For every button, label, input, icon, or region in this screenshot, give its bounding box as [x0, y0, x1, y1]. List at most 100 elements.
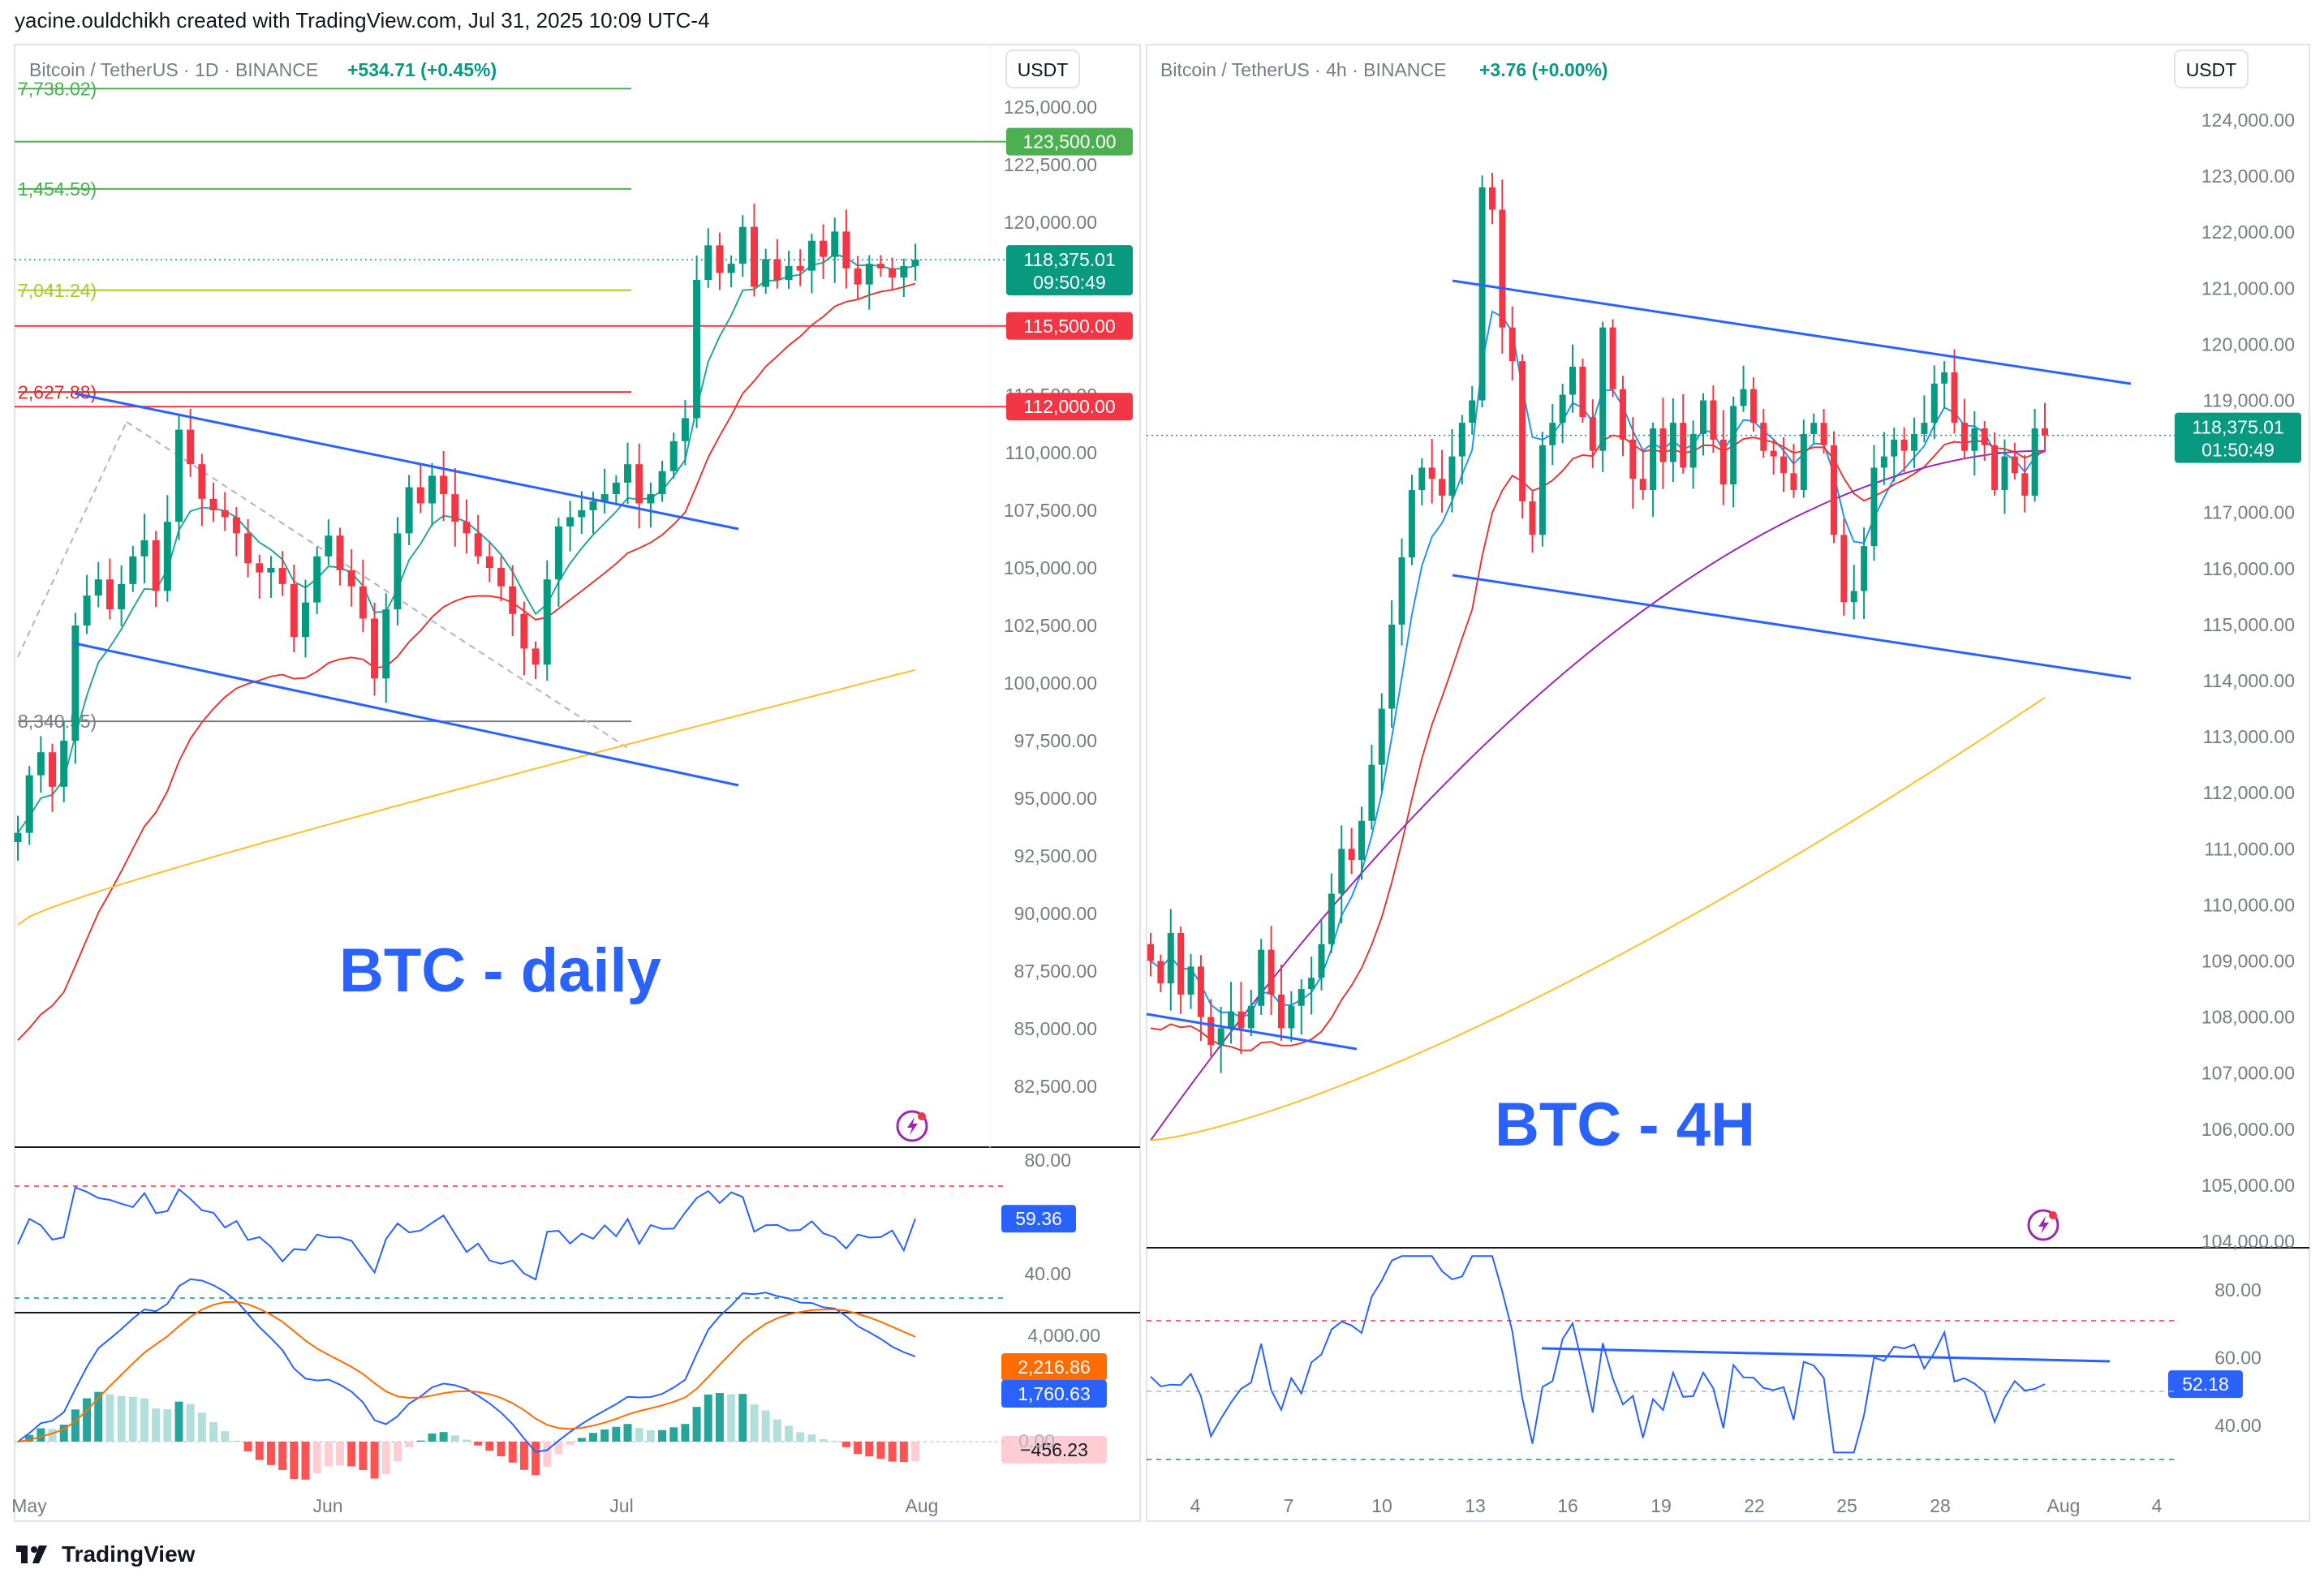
left-candle-body: [347, 570, 355, 587]
right-candle-body: [1981, 428, 1988, 445]
left-macd-histogram-bar: [37, 1428, 45, 1442]
left-macd-histogram-bar: [312, 1442, 321, 1474]
right-rsi-badge-bg: [2168, 1370, 2243, 1399]
left-macd-histogram-bar: [94, 1391, 103, 1442]
left-candle-body: [820, 240, 828, 257]
left-ema50-line: [17, 282, 916, 1041]
left-candle-body: [624, 464, 632, 483]
left-candle-body: [854, 268, 862, 285]
left-candle-body: [198, 464, 206, 499]
right-candle-body: [1237, 1011, 1245, 1029]
right-candle-body: [1650, 428, 1657, 491]
left-macd-histogram-bar: [519, 1442, 528, 1470]
right-candle-body: [2001, 456, 2008, 491]
right-x-label: 13: [1465, 1495, 1486, 1516]
right-candle-body: [1619, 389, 1626, 440]
right-price-tick: 112,000.00: [2203, 782, 2295, 803]
left-fib-level-label: 7,738.02): [18, 78, 97, 99]
right-pane-frame: [1146, 44, 2310, 1522]
left-candle-body: [750, 226, 758, 287]
right-candle-body: [1880, 456, 1887, 468]
left-price-tick: 97,500.00: [1014, 730, 1097, 751]
right-candle-body: [1579, 367, 1586, 418]
left-macd-histogram-bar: [83, 1398, 92, 1442]
tradingview-logo-icon: [16, 1545, 47, 1563]
left-macd-histogram-bar: [532, 1442, 540, 1476]
right-candle-body: [1398, 557, 1405, 625]
left-macd-histogram-bar: [140, 1398, 148, 1442]
left-candle-body: [440, 475, 448, 495]
right-candle-body: [1770, 450, 1777, 457]
left-candle-body: [152, 540, 160, 591]
left-candle-body: [290, 583, 298, 638]
right-candle-body: [1659, 428, 1667, 462]
left-candle-body: [244, 533, 252, 564]
left-macd-histogram-bar: [209, 1422, 218, 1442]
right-candle-body: [1951, 372, 1958, 423]
left-candle-body: [727, 264, 735, 273]
left-macd-histogram-bar: [266, 1442, 275, 1465]
left-x-label: Jun: [312, 1495, 342, 1516]
left-candle-body: [49, 752, 57, 787]
left-macd-histogram-bar: [911, 1442, 919, 1462]
right-change-label: +3.76 (+0.00%): [1479, 59, 1608, 80]
right-candle-body: [1719, 439, 1727, 485]
left-channel-lower: [74, 642, 739, 787]
left-macd-histogram-bar: [463, 1439, 471, 1442]
left-level-112000-badge-text: 112,000.00: [1023, 396, 1115, 417]
left-candle-body: [175, 429, 183, 522]
right-price-tick: 123,000.00: [2201, 166, 2295, 187]
right-currency-button[interactable]: USDT: [2174, 49, 2249, 88]
left-macd-histogram-bar: [588, 1433, 597, 1442]
left-level-115500-badge-bg: [1006, 312, 1133, 340]
left-candle-body: [118, 583, 126, 610]
right-symbol-label[interactable]: Bitcoin / TetherUS · 4h · BINANCE: [1160, 59, 1446, 80]
left-flash-icon[interactable]: [896, 1110, 928, 1142]
right-candle-body: [1539, 445, 1546, 535]
left-candle-body: [831, 231, 839, 257]
left-currency-button[interactable]: USDT: [1005, 49, 1080, 88]
right-candle-body: [1850, 591, 1857, 603]
right-candle-body: [1921, 423, 1928, 434]
right-x-label: 22: [1744, 1495, 1765, 1516]
left-macd-histogram-bar: [290, 1442, 299, 1480]
right-candle-body: [1267, 949, 1275, 995]
right-last-price-badge: [2175, 412, 2301, 463]
right-candle-body: [2042, 428, 2048, 436]
left-symbol-label[interactable]: Bitcoin / TetherUS · 1D · BINANCE: [29, 59, 318, 80]
right-flash-icon[interactable]: [2027, 1209, 2059, 1241]
left-macd-histogram-bar: [152, 1408, 161, 1442]
left-pane-frame: [14, 44, 1141, 1522]
right-candle-body: [1508, 327, 1516, 362]
right-candle-body: [1529, 501, 1536, 535]
left-macd-histogram-bar: [830, 1440, 839, 1442]
left-macd-histogram-bar: [405, 1442, 414, 1448]
left-candle-body: [267, 568, 275, 573]
left-candle-body: [301, 602, 309, 638]
left-price-tick: 92,500.00: [1014, 845, 1097, 866]
left-macd-histogram-bar: [485, 1442, 494, 1451]
right-candle-body: [1408, 490, 1415, 557]
right-rsi-tick: 40.00: [2214, 1415, 2262, 1436]
left-macd-histogram-bar: [232, 1440, 241, 1442]
left-candle-body: [889, 268, 897, 278]
right-candle-body: [1348, 849, 1355, 861]
right-candle-body: [1820, 423, 1827, 445]
left-candle-body: [405, 487, 413, 534]
left-macd-histogram-bar: [221, 1431, 230, 1442]
right-price-tick: 121,000.00: [2201, 277, 2295, 299]
right-price-tick: 106,000.00: [2201, 1119, 2295, 1140]
left-level-123500-badge-text: 123,500.00: [1022, 131, 1116, 153]
right-rsi-tick: 60.00: [2214, 1348, 2262, 1369]
tradingview-brand[interactable]: TradingView: [16, 1541, 195, 1567]
left-macd-histogram-bar: [336, 1442, 345, 1466]
left-candle-body: [773, 259, 781, 280]
left-candle-body: [520, 613, 528, 649]
right-candle-body: [1569, 367, 1577, 395]
left-macd-histogram-bar: [785, 1425, 794, 1442]
right-candle-body: [1177, 932, 1185, 995]
right-candle-body: [1368, 764, 1375, 821]
left-macd-histogram-bar: [439, 1432, 448, 1442]
left-macd-histogram-bar: [635, 1428, 643, 1442]
